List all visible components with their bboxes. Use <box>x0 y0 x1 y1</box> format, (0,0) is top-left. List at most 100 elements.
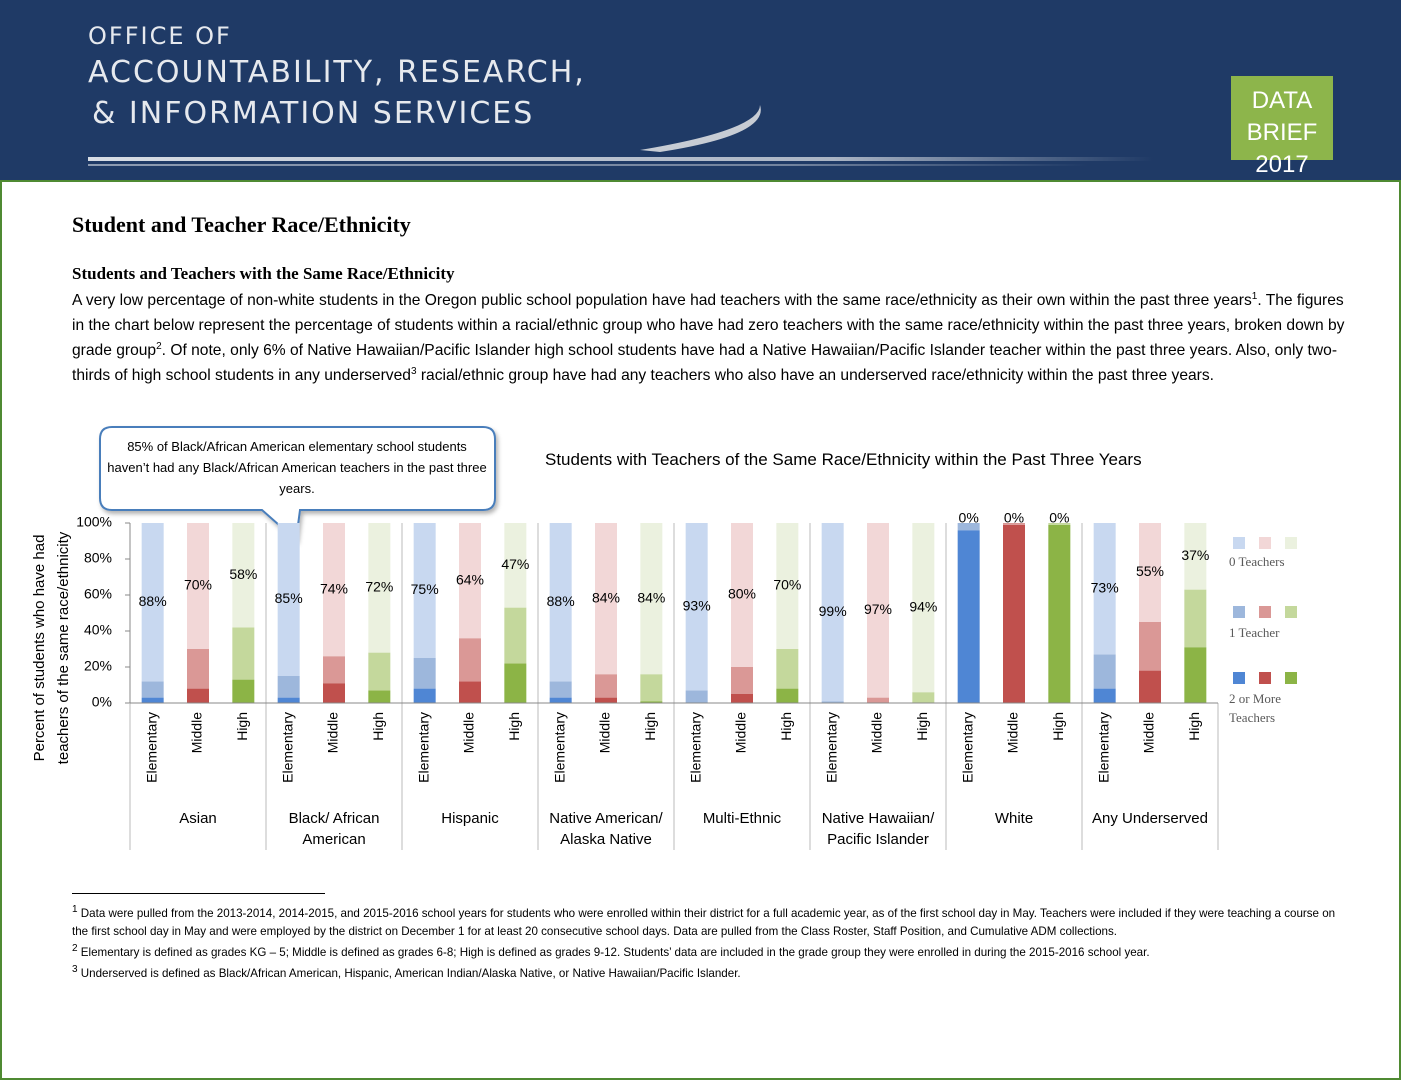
footnote-rule <box>72 893 325 894</box>
x-tick-label: Elementary <box>143 712 159 783</box>
data-label: 84% <box>637 589 665 605</box>
bar-segment <box>1093 523 1116 655</box>
subheading: Students and Teachers with the Same Race… <box>72 264 455 283</box>
data-label: 72% <box>365 579 393 595</box>
x-tick-label: Middle <box>325 712 341 753</box>
data-label: 74% <box>320 580 348 596</box>
x-tick-label: Middle <box>461 712 477 753</box>
legend-swatch <box>1233 672 1245 684</box>
x-tick-label: Elementary <box>959 712 975 783</box>
data-label: 47% <box>501 556 529 572</box>
bar-segment <box>549 697 572 703</box>
legend-label: 0 Teachers <box>1229 554 1285 569</box>
bar-segment <box>1093 654 1116 689</box>
data-label: 70% <box>773 577 801 593</box>
badge-text: DATA BRIEF <box>1246 87 1318 146</box>
legend-label: 1 Teacher <box>1229 625 1280 640</box>
data-label: 88% <box>139 593 167 609</box>
bar-segment <box>1184 647 1207 703</box>
x-tick-label: Elementary <box>415 712 431 783</box>
bar-segment <box>549 523 572 682</box>
bar-segment <box>867 523 889 698</box>
y-tick-label: 100% <box>76 514 112 530</box>
text: . Of note, only 6% of Native Hawaiian/Pa… <box>72 342 1338 384</box>
x-tick-label: Elementary <box>551 712 567 783</box>
footnote: 2 Elementary is defined as grades KG – 5… <box>72 944 1352 962</box>
footnote-text: Elementary is defined as grades KG – 5; … <box>77 946 1150 959</box>
footnote-number: 3 <box>72 964 78 976</box>
header-line: ACCOUNTABILITY, RESEARCH, <box>88 55 586 90</box>
paragraph: A very low percentage of non-white stude… <box>72 288 1347 388</box>
bar-segment <box>595 523 617 675</box>
data-label: 70% <box>184 577 212 593</box>
bar-segment <box>1093 688 1116 703</box>
data-label: 58% <box>229 566 257 582</box>
bar-segment <box>776 523 799 649</box>
bar-segment <box>957 530 980 703</box>
text: racial/ethnic group have had any teacher… <box>416 367 1214 384</box>
bar-segment <box>232 679 255 703</box>
bar-segment <box>776 688 799 703</box>
superscript: 1 <box>1251 290 1258 302</box>
bar-segment <box>1184 589 1207 648</box>
x-tick-label: Elementary <box>823 712 839 783</box>
bar-segment <box>368 523 391 653</box>
bar-segment <box>731 523 753 667</box>
y-tick-label: 0% <box>92 694 112 710</box>
header: OFFICE OF ACCOUNTABILITY, RESEARCH, & IN… <box>0 0 1401 182</box>
bar-segment <box>187 688 209 703</box>
bar-segment <box>504 607 527 664</box>
superscript: 2 <box>156 340 162 352</box>
footnotes: 1 Data were pulled from the 2013-2014, 2… <box>72 905 1352 986</box>
x-tick-label: Middle <box>189 712 205 753</box>
bar-segment <box>821 523 844 702</box>
data-label: 37% <box>1181 547 1209 563</box>
legend-swatch <box>1259 606 1271 618</box>
x-tick-label: High <box>778 712 794 741</box>
bar-segment <box>277 697 300 703</box>
heading: Student and Teacher Race/Ethnicity <box>72 212 411 237</box>
bar-segment <box>323 523 345 657</box>
bar-segment <box>459 638 481 682</box>
bar-segment <box>413 523 436 658</box>
group-label: Hispanic <box>441 810 499 827</box>
bar-segment <box>232 627 255 680</box>
bar-segment <box>368 652 391 691</box>
text: A very low percentage of non-white stude… <box>72 292 1252 309</box>
legend-swatch <box>1285 672 1297 684</box>
data-label: 97% <box>864 601 892 617</box>
data-label: 99% <box>819 603 847 619</box>
group-label: Asian <box>179 810 217 827</box>
bar-segment <box>776 649 799 689</box>
bar-segment <box>1003 524 1025 703</box>
x-tick-label: Middle <box>1005 712 1021 753</box>
footnote-text: Data were pulled from the 2013-2014, 201… <box>72 907 1336 938</box>
bar-segment <box>459 523 481 639</box>
x-tick-label: Middle <box>1141 712 1157 753</box>
bar-segment <box>459 681 481 703</box>
bar-segment <box>232 523 255 628</box>
header-line: & INFORMATION SERVICES <box>92 96 535 131</box>
text: . The figures in the chart below represe… <box>72 292 1345 359</box>
bar-segment <box>323 656 345 684</box>
bar-segment <box>912 523 935 693</box>
bar-segment <box>685 690 708 703</box>
x-tick-label: Middle <box>597 712 613 753</box>
superscript: 3 <box>410 365 417 377</box>
x-tick-label: Middle <box>733 712 749 753</box>
bar-segment <box>187 523 209 649</box>
bar-segment <box>640 701 663 703</box>
data-label: 64% <box>456 571 484 587</box>
bar-segment <box>504 663 527 703</box>
group-label: White <box>994 810 1034 827</box>
bar-segment <box>912 692 935 703</box>
bar-segment <box>413 658 436 689</box>
bar-segment <box>640 674 663 702</box>
bar-segment <box>323 683 345 703</box>
bar-segment <box>685 523 708 691</box>
bar-segment <box>595 697 617 703</box>
bar-segment <box>504 523 527 608</box>
legend-swatch <box>1233 606 1245 618</box>
